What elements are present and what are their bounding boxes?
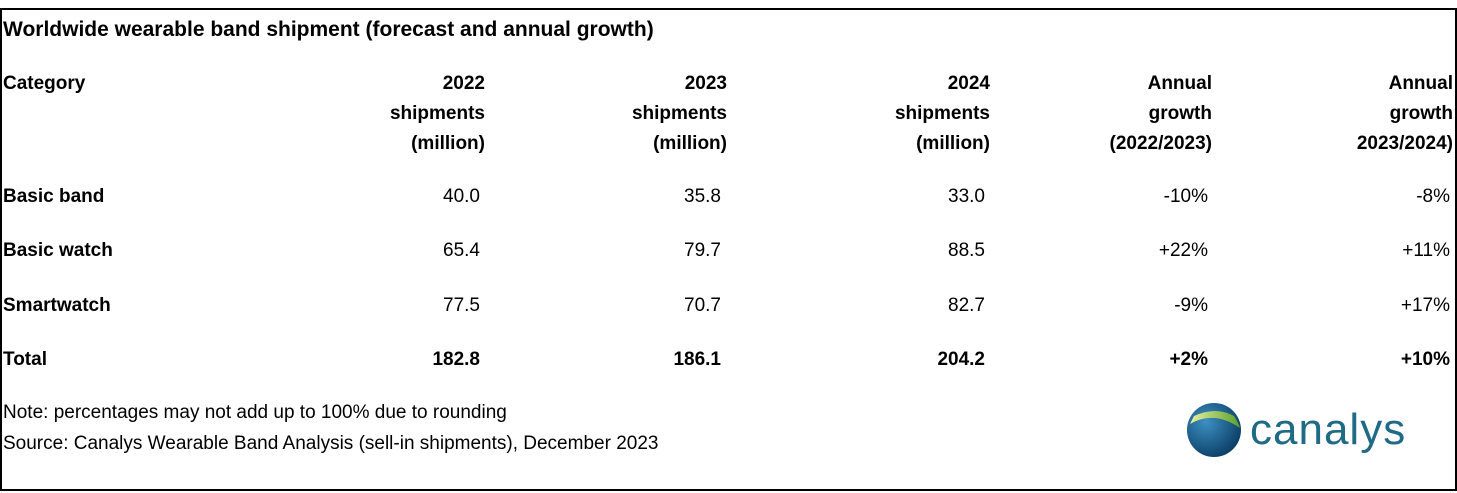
table-cell: 182.8 <box>432 349 480 370</box>
column-header-line: 2023 <box>684 73 727 94</box>
table-cell: -10% <box>1163 186 1208 207</box>
column-header-line: shipments <box>631 103 727 124</box>
row-label: Basic watch <box>3 240 113 261</box>
column-header: Annual growth 2023/2024) <box>1357 69 1453 159</box>
table-cell: 35.8 <box>684 186 721 207</box>
column-header: 2023 shipments (million) <box>632 69 727 159</box>
table-cell: -8% <box>1416 186 1450 207</box>
table-cell: 88.5 <box>948 240 985 261</box>
table-cell: 77.5 <box>443 295 480 316</box>
table-cell: 186.1 <box>673 349 721 370</box>
column-header-line: Category <box>3 73 86 94</box>
table-cell: -9% <box>1174 295 1208 316</box>
table-cell: +22% <box>1158 240 1208 261</box>
source-text: Source: Canalys Wearable Band Analysis (… <box>3 433 659 454</box>
column-header-line: (2022/2023) <box>1109 133 1212 154</box>
globe-icon <box>1187 403 1241 457</box>
canalys-logo: canalys <box>1186 402 1406 458</box>
table-cell: 40.0 <box>443 186 480 207</box>
row-label: Basic band <box>3 186 105 207</box>
column-header-line: Annual <box>1388 73 1453 94</box>
logo-wordmark: canalys <box>1250 405 1407 454</box>
column-header-line: growth <box>1148 103 1212 124</box>
table-cell: 70.7 <box>684 295 721 316</box>
column-header-line: 2023/2024) <box>1356 133 1453 154</box>
table-title: Worldwide wearable band shipment (foreca… <box>3 18 654 41</box>
table-cell: +2% <box>1169 349 1208 370</box>
column-header: Annual growth (2022/2023) <box>1110 69 1212 159</box>
table-cell: 204.2 <box>937 349 985 370</box>
table-cell: 79.7 <box>684 240 721 261</box>
row-label: Smartwatch <box>3 295 111 316</box>
column-header-line: growth <box>1389 103 1453 124</box>
column-header: 2024 shipments (million) <box>895 69 990 159</box>
column-header-line: (million) <box>916 133 990 154</box>
column-header-line: (million) <box>411 133 485 154</box>
column-header-line: shipments <box>389 103 485 124</box>
column-header-line: (million) <box>653 133 727 154</box>
table-cell: 82.7 <box>948 295 985 316</box>
column-header: 2022 shipments (million) <box>390 69 485 159</box>
note-text: Note: percentages may not add up to 100%… <box>3 402 507 423</box>
column-header-line: 2022 <box>442 73 485 94</box>
column-header-line: shipments <box>894 103 990 124</box>
table-cell: +17% <box>1400 295 1450 316</box>
table-cell: +11% <box>1402 240 1450 261</box>
column-header-line: Annual <box>1147 73 1212 94</box>
column-header: Category <box>3 69 85 99</box>
column-header-line: 2024 <box>947 73 990 94</box>
table-frame <box>0 8 1457 491</box>
table-cell: 33.0 <box>948 186 985 207</box>
table-cell: 65.4 <box>443 240 480 261</box>
table-cell: +10% <box>1400 349 1450 370</box>
row-label: Total <box>3 349 47 370</box>
